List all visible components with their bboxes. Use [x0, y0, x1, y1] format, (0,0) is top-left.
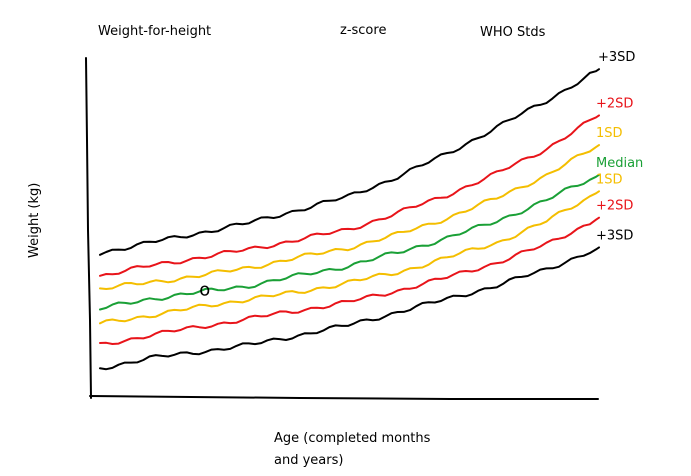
series-line-3-1sd	[99, 144, 600, 290]
x-axis-label-line-1: Age (completed months	[274, 431, 431, 446]
series-line-6-2sd	[99, 216, 600, 345]
series-label-2-2sd: +2SD	[596, 96, 633, 111]
chart-subtitle-right: WHO Stds	[480, 25, 546, 40]
series-line-4-median	[99, 173, 600, 311]
chart-title: Weight-for-height	[98, 24, 211, 39]
annotation-layer: o	[199, 279, 210, 300]
series-label-3-1sd: 1SD	[596, 126, 623, 141]
y-axis-line	[85, 57, 92, 399]
series-layer	[99, 68, 600, 371]
x-axis-line	[89, 395, 599, 400]
x-axis-label-line-2: and years)	[274, 453, 343, 468]
series-line-5-1sd	[99, 190, 600, 325]
series-label-5-1sd: 1SD	[596, 172, 623, 187]
series-line-7-3sd	[99, 246, 600, 371]
series-line-2-2sd	[99, 114, 600, 277]
chart-subtitle-center: z-score	[340, 23, 386, 38]
series-line-1-3sd	[99, 68, 600, 256]
x-axis-label: Age (completed months and years)	[274, 431, 435, 468]
series-label-7-3sd: +3SD	[596, 228, 633, 243]
series-label-4-median: Median	[596, 156, 643, 171]
annotation-mark-1: o	[199, 279, 210, 300]
y-axis-label: Weight (kg)	[27, 183, 42, 258]
series-label-1-3sd: +3SD	[598, 50, 635, 65]
series-label-6-2sd: +2SD	[596, 199, 633, 214]
